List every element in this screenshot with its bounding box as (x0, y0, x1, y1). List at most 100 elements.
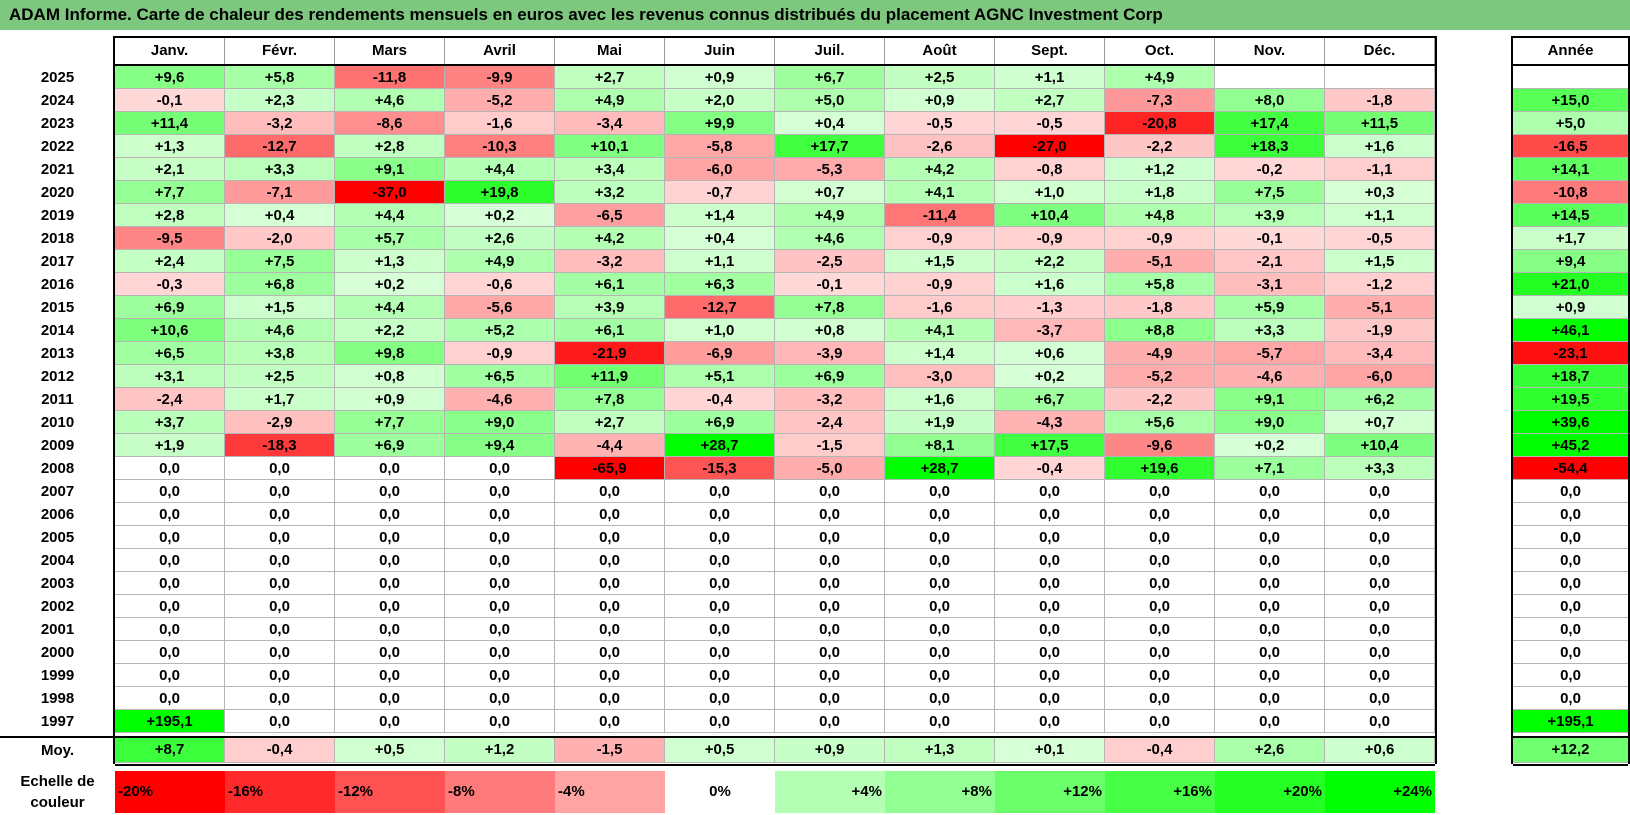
heatmap-cell: -0,9 (885, 227, 995, 250)
heatmap-cell: -2,4 (775, 411, 885, 434)
heatmap-cell: +11,9 (555, 365, 665, 388)
heatmap-cell: 0,0 (555, 595, 665, 618)
heatmap-cell: -2,0 (225, 227, 335, 250)
heatmap-cell: +9,0 (445, 411, 555, 434)
heatmap-cell: -0,9 (1105, 227, 1215, 250)
annual-cell: 0,0 (1513, 664, 1628, 687)
heatmap-cell: -37,0 (335, 181, 445, 204)
heatmap-cell: -3,9 (775, 342, 885, 365)
heatmap-cell: 0,0 (445, 572, 555, 595)
heatmap-cell: +0,9 (665, 66, 775, 89)
heatmap-cell: -11,4 (885, 204, 995, 227)
average-cell: -1,5 (555, 737, 665, 763)
heatmap-cell: +4,9 (555, 89, 665, 112)
heatmap-cell: 0,0 (555, 503, 665, 526)
heatmap-cell: 0,0 (335, 572, 445, 595)
heatmap-cell: 0,0 (775, 480, 885, 503)
year-label: 2023 (40, 115, 75, 132)
heatmap-cell: 0,0 (665, 526, 775, 549)
year-label: 2010 (40, 414, 75, 431)
heatmap-cell: 0,0 (335, 503, 445, 526)
heatmap-cell: +0,2 (1215, 434, 1325, 457)
heatmap-cell: +18,3 (1215, 135, 1325, 158)
heatmap-cell: +4,1 (885, 181, 995, 204)
average-annual-cell: +12,2 (1513, 737, 1628, 763)
heatmap-cell: 0,0 (665, 641, 775, 664)
heatmap-cell: -4,9 (1105, 342, 1215, 365)
color-scale-swatch: -20% (115, 771, 225, 813)
heatmap-cell: +9,9 (665, 112, 775, 135)
heatmap-cell: 0,0 (775, 641, 885, 664)
heatmap-cell: +4,6 (775, 227, 885, 250)
heatmap-cell: -1,9 (1325, 319, 1435, 342)
heatmap-cell: +7,7 (335, 411, 445, 434)
heatmap-cell: 0,0 (115, 549, 225, 572)
heatmap-cell: 0,0 (885, 503, 995, 526)
heatmap-cell: +19,6 (1105, 457, 1215, 480)
heatmap-cell: 0,0 (115, 641, 225, 664)
annual-cell: +0,9 (1513, 296, 1628, 319)
heatmap-cell: -0,5 (885, 112, 995, 135)
heatmap-cell: -0,1 (1215, 227, 1325, 250)
heatmap-cell: +1,1 (995, 66, 1105, 89)
heatmap-cell: 0,0 (445, 595, 555, 618)
heatmap-cell: +7,8 (555, 388, 665, 411)
heatmap-cell: +0,8 (335, 365, 445, 388)
heatmap-cell: 0,0 (1325, 526, 1435, 549)
heatmap-cell: +2,5 (225, 365, 335, 388)
heatmap-cell: -1,8 (1105, 296, 1215, 319)
heatmap-cell: -20,8 (1105, 112, 1215, 135)
annual-cell: 0,0 (1513, 549, 1628, 572)
heatmap-cell: +1,1 (1325, 204, 1435, 227)
year-label: 2000 (40, 644, 75, 661)
heatmap-cell: -12,7 (225, 135, 335, 158)
heatmap-cell: 0,0 (885, 618, 995, 641)
heatmap-cell: +0,7 (1325, 411, 1435, 434)
heatmap-cell: +4,2 (555, 227, 665, 250)
heatmap-cell: 0,0 (1105, 503, 1215, 526)
heatmap-cell: -5,3 (775, 158, 885, 181)
year-label: 2013 (40, 345, 75, 362)
color-scale-swatch: -4% (555, 771, 665, 813)
heatmap-cell: 0,0 (1215, 480, 1325, 503)
year-label: 2002 (40, 598, 75, 615)
heatmap-cell: 0,0 (115, 687, 225, 710)
color-scale-swatch: +12% (995, 771, 1105, 813)
heatmap-cell: +1,0 (995, 181, 1105, 204)
heatmap-cell: 0,0 (1105, 572, 1215, 595)
year-label: 2020 (40, 184, 75, 201)
heatmap-cell: +4,8 (1105, 204, 1215, 227)
heatmap-cell: +0,2 (995, 365, 1105, 388)
heatmap-cell: 0,0 (885, 687, 995, 710)
annual-cell: 0,0 (1513, 572, 1628, 595)
heatmap-cell: +8,0 (1215, 89, 1325, 112)
heatmap-cell (1215, 66, 1325, 89)
heatmap-cell: 0,0 (115, 526, 225, 549)
heatmap-cell: +0,2 (335, 273, 445, 296)
grid-border (1628, 36, 1630, 764)
heatmap-cell: +4,6 (225, 319, 335, 342)
heatmap-cell: +17,7 (775, 135, 885, 158)
heatmap-cell: -3,2 (225, 112, 335, 135)
heatmap-cell: -10,3 (445, 135, 555, 158)
heatmap-cell: 0,0 (1325, 595, 1435, 618)
heatmap-cell: 0,0 (115, 480, 225, 503)
heatmap-cell: -5,8 (665, 135, 775, 158)
heatmap-cell: +0,4 (775, 112, 885, 135)
heatmap-cell: -0,7 (665, 181, 775, 204)
month-header: Mai (555, 37, 665, 64)
year-label: 2018 (40, 230, 75, 247)
heatmap-cell: +6,8 (225, 273, 335, 296)
annual-cell: +46,1 (1513, 319, 1628, 342)
heatmap-cell: +1,4 (665, 204, 775, 227)
heatmap-cell: 0,0 (445, 480, 555, 503)
year-label: 2016 (40, 276, 75, 293)
heatmap-cell: -6,9 (665, 342, 775, 365)
heatmap-cell: +3,9 (555, 296, 665, 319)
heatmap-cell: 0,0 (555, 572, 665, 595)
month-header: Oct. (1105, 37, 1215, 64)
heatmap-cell: 0,0 (775, 687, 885, 710)
year-label: 2015 (40, 299, 75, 316)
heatmap-cell: -3,0 (885, 365, 995, 388)
color-scale-swatch: 0% (665, 771, 775, 813)
